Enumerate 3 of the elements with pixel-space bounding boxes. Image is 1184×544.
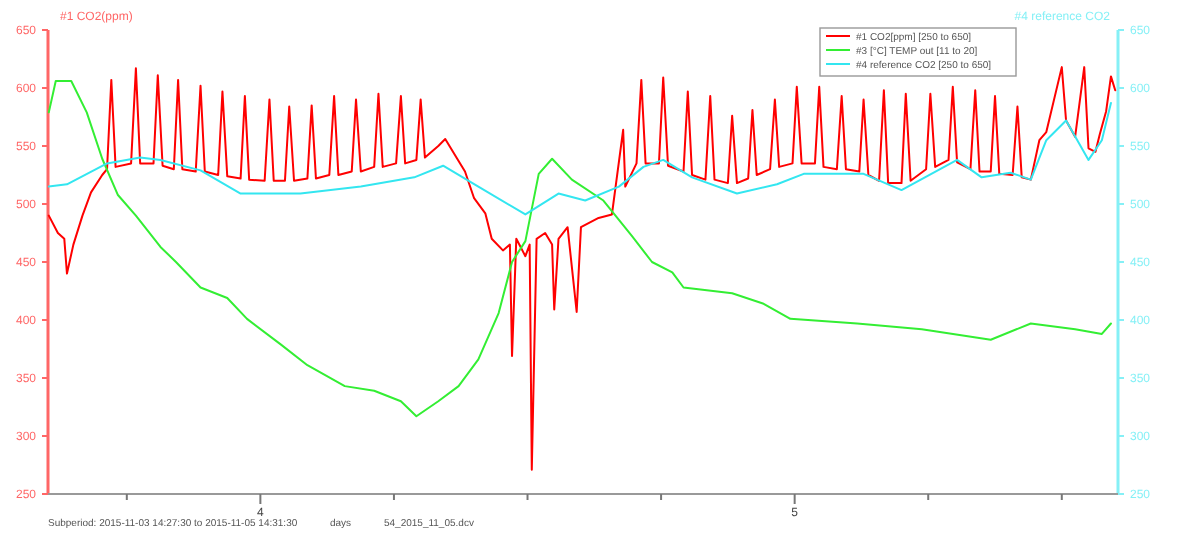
line-series	[47, 80, 1112, 418]
line-series	[47, 102, 1112, 216]
line-series	[47, 66, 1117, 471]
